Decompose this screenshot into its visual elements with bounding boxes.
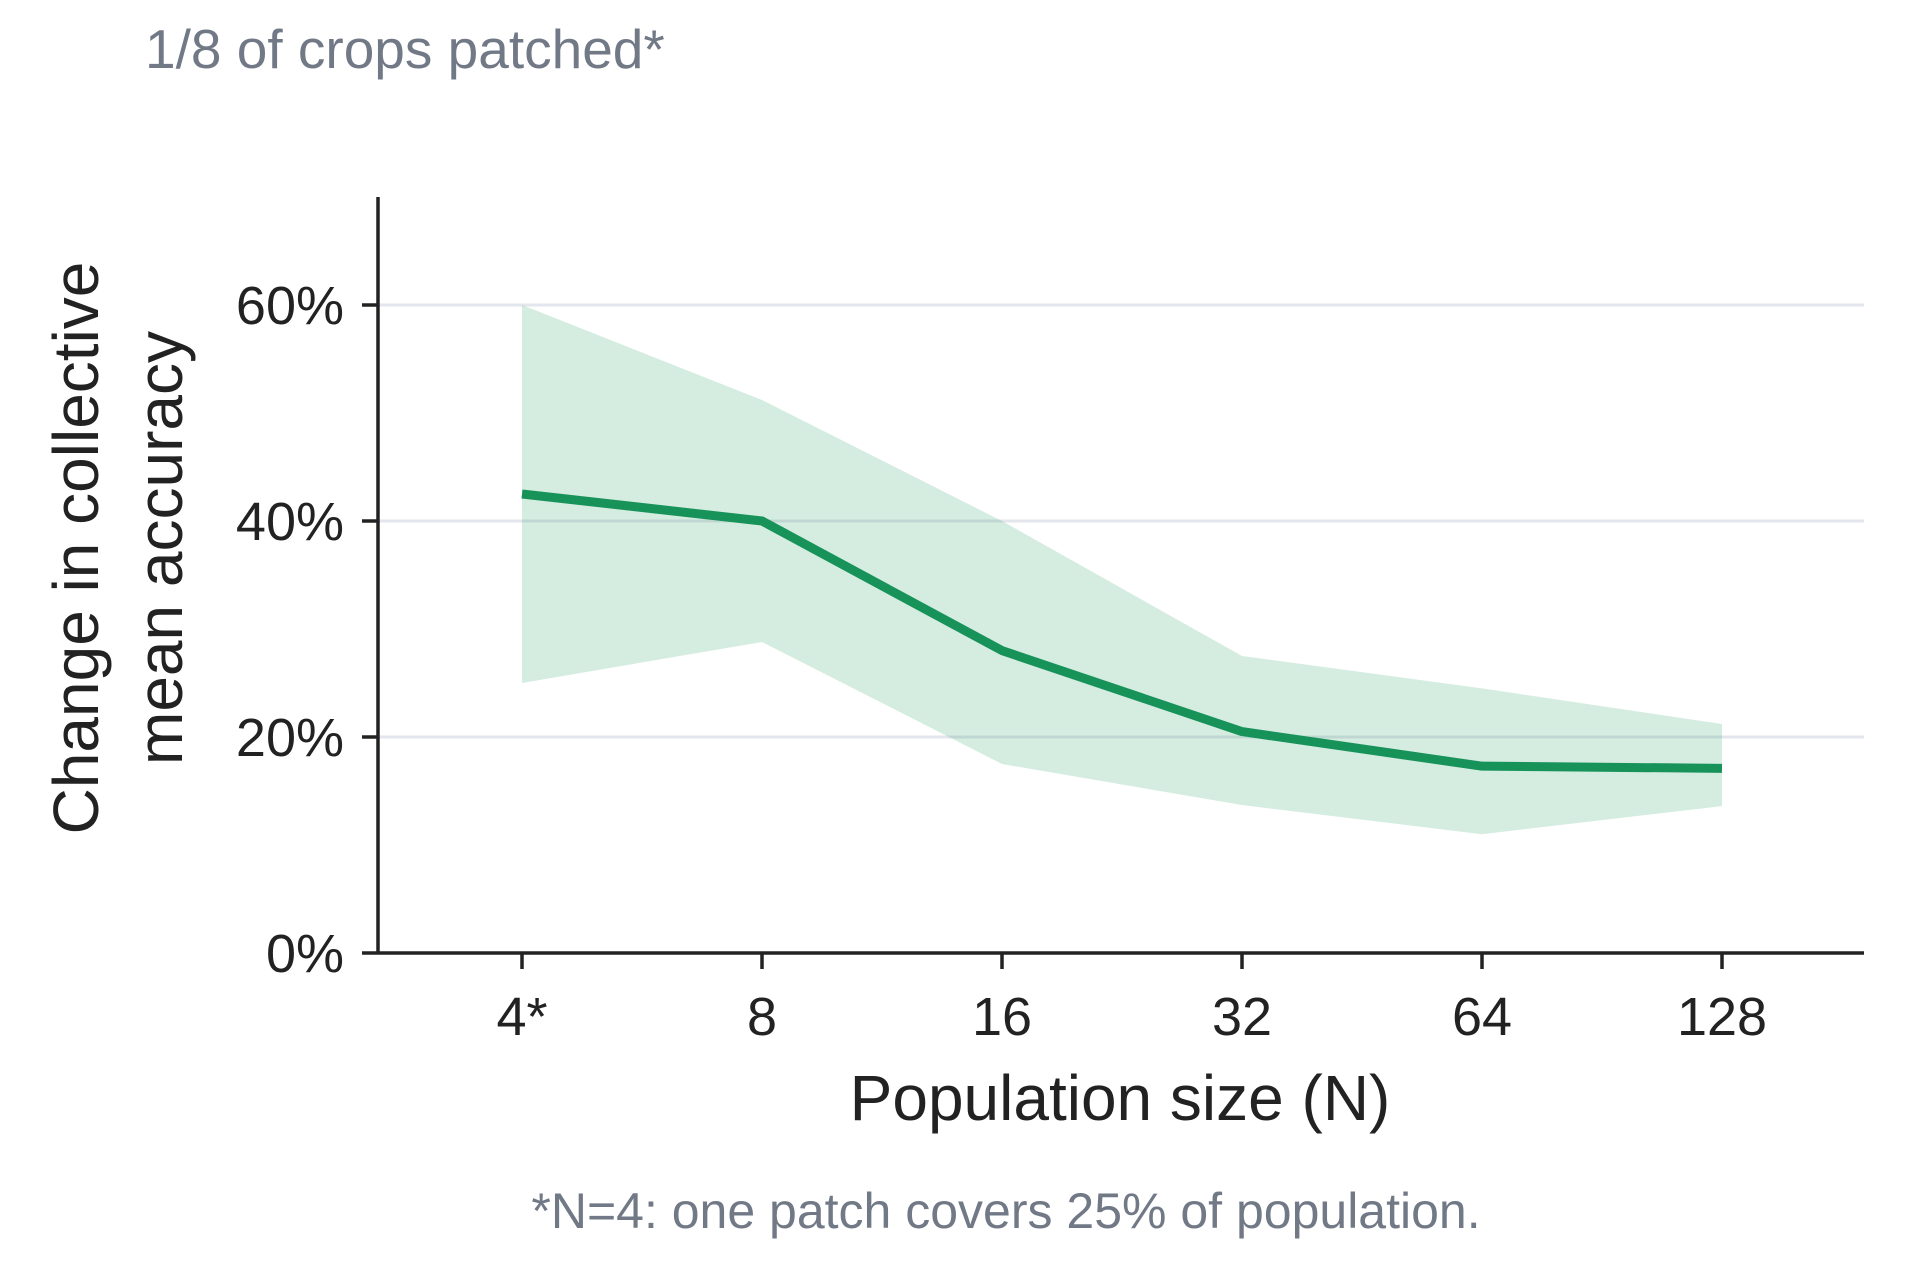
x-tick-label: 32: [1212, 987, 1272, 1047]
grid-lines: [378, 303, 1864, 739]
x-ticks: 4* 8 16 32 64 128: [496, 953, 1767, 1047]
x-tick-label: 4*: [496, 987, 547, 1047]
confidence-band: [522, 305, 1722, 835]
series-line: [521, 489, 1723, 773]
axes: [376, 197, 1864, 955]
y-tick-label: 60%: [236, 276, 344, 336]
series-line-layer: [521, 489, 1723, 773]
x-tick-label: 16: [972, 987, 1032, 1047]
x-tick-label: 128: [1677, 987, 1767, 1047]
y-tick-label: 0%: [266, 924, 344, 984]
y-axis-label-line-2: mean accuracy: [124, 331, 196, 765]
x-axis-label: Population size (N): [850, 1062, 1391, 1134]
confidence-band-layer: [522, 305, 1722, 835]
chart-footnote: *N=4: one patch covers 25% of population…: [531, 1183, 1480, 1239]
x-tick-label: 8: [747, 987, 777, 1047]
y-ticks: 0% 20% 40% 60%: [236, 276, 378, 984]
y-tick-label: 20%: [236, 708, 344, 768]
chart-subtitle: 1/8 of crops patched*: [145, 18, 665, 80]
y-axis-label: Change in collective mean accuracy: [40, 262, 196, 835]
x-tick-label: 64: [1452, 987, 1512, 1047]
y-tick-label: 40%: [236, 492, 344, 552]
y-axis-label-line-1: Change in collective: [40, 262, 112, 835]
